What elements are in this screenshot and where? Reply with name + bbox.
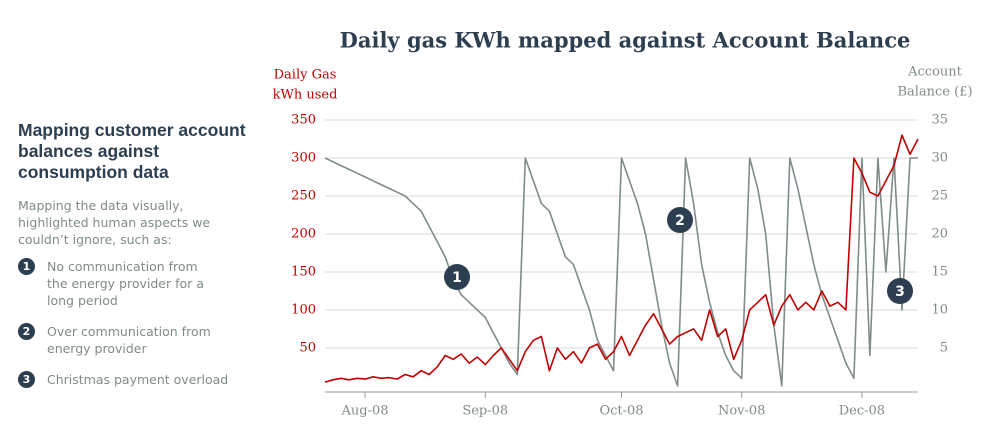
annotation: 2: [667, 207, 693, 233]
y2-tick-label: 5: [940, 340, 948, 355]
panel-intro: Mapping the data visually, highlighted h…: [18, 198, 211, 247]
item-number: 1: [18, 258, 35, 275]
y-tick-label: 250: [291, 188, 316, 203]
item-number: 3: [18, 371, 35, 388]
side-panel: Mapping customer account balances agains…: [18, 120, 258, 402]
annotation-label: 1: [452, 270, 462, 286]
item-text: Christmas payment overload: [47, 372, 229, 387]
list-item: 2 Over communication from energy provider: [18, 323, 258, 357]
item-text: Over communication from energy provider: [47, 324, 211, 356]
y-tick-label: 350: [291, 113, 316, 128]
annotation-badge: [887, 278, 913, 304]
panel-heading: Mapping customer account balances agains…: [18, 120, 246, 182]
y2-tick-label: 10: [931, 302, 948, 317]
list-item: 1 No communication from the energy provid…: [18, 258, 258, 309]
y2-axis-label: Account: [907, 65, 963, 80]
data-line: [324, 134, 919, 383]
chart-title: Daily gas KWh mapped against Account Bal…: [340, 28, 911, 53]
annotation-badge: [667, 207, 693, 233]
y-axis-label: Daily Gas: [274, 68, 337, 83]
list-item: 3 Christmas payment overload: [18, 371, 258, 388]
annotation-label: 3: [895, 284, 905, 300]
annotation: 3: [887, 278, 913, 304]
y2-axis-label: Balance (£): [897, 85, 972, 100]
x-tick-label: Oct-08: [599, 404, 643, 419]
y-tick-label: 100: [291, 302, 316, 317]
y2-tick-label: 30: [931, 150, 948, 165]
y-tick-label: 200: [291, 226, 316, 241]
y2-tick-label: 25: [931, 188, 948, 203]
y-tick-label: 150: [291, 264, 316, 279]
annotation-badge: [444, 264, 470, 290]
x-tick-label: Sep-08: [462, 404, 508, 419]
item-number: 2: [18, 323, 35, 340]
x-tick-label: Dec-08: [839, 404, 885, 419]
data-line: [324, 157, 918, 387]
item-text: No communication from the energy provide…: [47, 259, 204, 308]
y-axis-label: kWh used: [273, 88, 338, 103]
y-tick-label: 300: [291, 150, 316, 165]
x-tick-label: Nov-08: [718, 404, 765, 419]
x-tick-label: Aug-08: [341, 404, 389, 419]
y2-tick-label: 20: [931, 226, 948, 241]
annotation-label: 2: [675, 213, 685, 229]
y-tick-label: 50: [299, 340, 316, 355]
y2-tick-label: 35: [931, 113, 948, 128]
annotation: 1: [444, 264, 470, 290]
y2-tick-label: 15: [931, 264, 948, 279]
